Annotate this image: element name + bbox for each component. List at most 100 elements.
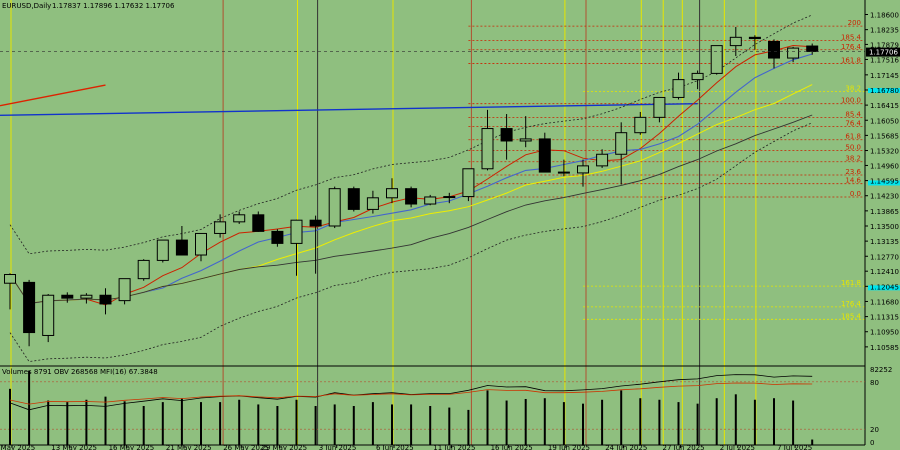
candle-body [443, 196, 456, 199]
fib-level-label: 23.6 [845, 168, 861, 176]
price-tick-label: 1.17516 [870, 56, 899, 64]
candle-body [290, 219, 303, 244]
price-tick-label: 1.10950 [870, 329, 899, 337]
current-price-label: 1.17706 [869, 49, 898, 57]
indicator-tick-label: 0 [870, 439, 874, 447]
indicator-tick-label: 80 [870, 379, 879, 387]
price-tick-label: 1.11315 [870, 314, 899, 322]
price-tick-label: 1.18600 [870, 12, 899, 20]
price-tick-label: 1.13135 [870, 238, 899, 246]
indicator-tick-label: 20 [870, 426, 879, 434]
candle-body [23, 281, 36, 334]
fib-level-label: 50.0 [845, 144, 861, 152]
fib-level-label: 185.4 [841, 34, 862, 42]
fib-level-label: 85.4 [845, 110, 861, 118]
chart-symbol: EURUSD,Daily [2, 2, 51, 10]
indicator-label: Volumes 8791 OBV 268568 MFI(16) 67.3848 [2, 368, 158, 376]
candle-body [577, 165, 589, 174]
fib-level-label: 0.0 [850, 190, 861, 198]
candle-body [710, 45, 723, 74]
candle-body [653, 96, 666, 118]
trend-line-red [0, 84, 106, 107]
fib-level-label: 100.0 [841, 97, 861, 105]
time-tick-label: 7 Jul 2025 [777, 444, 812, 450]
price-tick-label: 1.14595 [870, 178, 899, 186]
candle-body [233, 214, 246, 223]
fib-level-label: 38.2 [845, 155, 861, 163]
candle-body [195, 232, 207, 256]
price-tick-label: 1.17145 [870, 72, 899, 80]
candle-body [500, 128, 513, 142]
candle-body [672, 79, 685, 98]
candle-body [729, 36, 742, 47]
fib-level-label: 185.4 [841, 312, 862, 320]
time-tick-label: 24 Jun 2025 [605, 444, 647, 450]
candle-body [347, 188, 360, 210]
candle-body [596, 153, 609, 167]
ma-dark-line [9, 114, 813, 304]
price-tick-label: 1.16050 [870, 117, 899, 125]
candle-body [80, 294, 93, 299]
candle-body [481, 128, 494, 170]
candle-body [519, 138, 532, 142]
candle-body [137, 259, 150, 280]
time-tick-label: 27 Jun 2025 [663, 444, 705, 450]
time-tick-label: 6 Jun 2025 [376, 444, 414, 450]
fib-level-label: 176.4 [841, 300, 862, 308]
candle-body [252, 214, 265, 232]
price-tick-label: 1.16415 [870, 102, 899, 110]
fib-level-label: 161.8 [841, 279, 861, 287]
time-tick-label: 11 Jun 2025 [433, 444, 475, 450]
candle-body [462, 168, 475, 198]
candle-body [175, 239, 188, 256]
candle-body [214, 221, 227, 234]
candle-body [4, 274, 16, 284]
fib-level-label: 61.8 [845, 133, 861, 141]
time-tick-label: 16 May 2025 [109, 444, 155, 450]
candle-body [557, 171, 570, 174]
price-tick-label: 1.14960 [870, 162, 899, 170]
time-tick-label: 2 Jul 2025 [720, 444, 755, 450]
price-tick-label: 1.11680 [870, 298, 899, 306]
candle-body [42, 294, 55, 336]
candle-body [787, 47, 800, 59]
fib-level-label: 76.4 [845, 119, 861, 127]
candle-body [61, 294, 74, 299]
fib-level-label: 14.6 [845, 177, 861, 185]
candle-body [309, 219, 322, 227]
price-tick-label: 1.13865 [870, 208, 899, 216]
fib-level-label: 38.2 [845, 85, 861, 93]
candle-body [424, 196, 437, 205]
candle-body [691, 72, 704, 81]
time-tick-label: 13 May 2025 [51, 444, 97, 450]
fib-level-label: 161.8 [841, 56, 861, 64]
candle-body [99, 294, 112, 305]
candle-body [806, 45, 819, 52]
candle-body [328, 188, 341, 227]
price-tick-label: 1.10585 [870, 344, 899, 352]
candle-body [768, 40, 780, 59]
price-tick-label: 1.17879 [870, 41, 899, 49]
price-tick-label: 1.12045 [870, 283, 899, 291]
chart-ohlc: 1.17837 1.17896 1.17632 1.17706 [52, 2, 175, 10]
price-highlight [868, 180, 900, 186]
time-tick-label: 26 May 2025 [223, 444, 269, 450]
candle-body [386, 188, 398, 199]
time-tick-label: 19 Jun 2025 [548, 444, 590, 450]
candle-body [615, 132, 628, 155]
price-tick-label: 1.13500 [870, 223, 899, 231]
mfi-line [9, 382, 813, 405]
fib-level-label: 200 [848, 19, 861, 27]
candle-body [405, 188, 418, 205]
fib-level-label: 176.4 [841, 43, 862, 51]
price-tick-label: 1.16780 [870, 87, 899, 95]
price-tick-label: 1.12410 [870, 268, 899, 276]
candle-body [538, 138, 551, 173]
price-highlight [868, 285, 900, 291]
price-tick-label: 1.15320 [870, 148, 899, 156]
candle-body [156, 239, 169, 261]
indicator-tick-label: 82252 [870, 366, 892, 374]
price-tick-label: 1.12770 [870, 253, 899, 261]
price-tick-label: 1.18235 [870, 27, 899, 35]
